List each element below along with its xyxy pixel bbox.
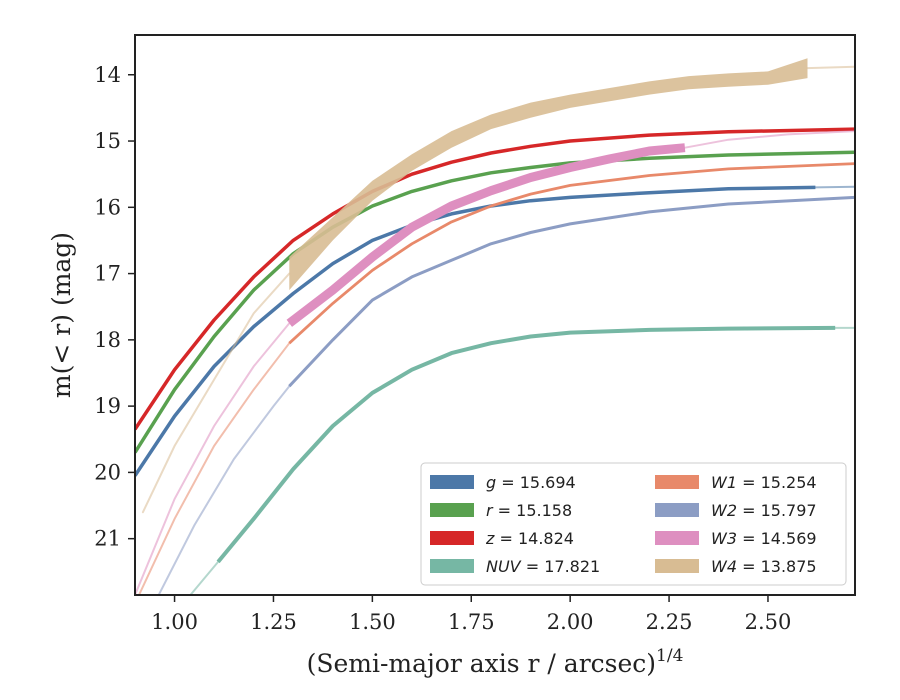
series-r-line — [135, 150, 855, 454]
legend-item-w3: W3 = 14.569 — [655, 529, 817, 548]
y-axis-label: m(< r) (mag) — [47, 232, 76, 398]
legend-total-value: = 15.797 — [737, 501, 817, 520]
x-axis-label: (Semi-major axis r / arcsec)1/4 — [307, 646, 684, 678]
series-w4-band — [289, 58, 808, 291]
x-tick-label: 1.75 — [448, 610, 495, 634]
series-g-line — [135, 185, 816, 477]
series-w4 — [141, 58, 855, 514]
series-w4-extrapolated-line — [806, 65, 855, 70]
series-nuv-line — [216, 325, 836, 564]
series-w1-line — [288, 162, 855, 345]
legend-total-value: = 15.254 — [737, 473, 817, 492]
legend-total-value: = 14.824 — [494, 529, 574, 548]
legend-band-name: W4 — [711, 557, 737, 576]
x-tick-label: 1.00 — [151, 610, 198, 634]
legend-label: r = 15.158 — [486, 501, 572, 520]
plot-area — [135, 58, 855, 595]
legend-label: NUV = 17.821 — [486, 557, 600, 576]
y-tick-label: 14 — [94, 63, 121, 87]
legend-label: z = 14.824 — [485, 529, 574, 548]
x-tick-label: 2.00 — [547, 610, 594, 634]
legend-total-value: = 13.875 — [737, 557, 817, 576]
series-w2-line — [288, 195, 855, 388]
plot-frame — [134, 34, 856, 596]
legend-band-name: W3 — [711, 529, 737, 548]
legend-item-g: g = 15.694 — [430, 473, 576, 492]
legend-band-name: W1 — [711, 473, 737, 492]
legend-swatch — [430, 559, 474, 573]
legend-swatch — [655, 531, 699, 545]
legend-label: W1 = 15.254 — [711, 473, 817, 492]
x-tick-label: 2.50 — [745, 610, 792, 634]
legend-band-name: g — [486, 473, 496, 492]
y-tick-label: 20 — [94, 460, 121, 484]
legend-item-z: z = 14.824 — [430, 529, 574, 548]
series-w2 — [157, 195, 855, 595]
legend-band-name: z — [485, 529, 495, 548]
legend-item-w1: W1 = 15.254 — [655, 473, 817, 492]
y-tick-label: 15 — [94, 129, 121, 153]
legend-item-nuv: NUV = 17.821 — [430, 557, 600, 576]
x-axis-label-exponent: 1/4 — [656, 646, 683, 666]
x-tick-label: 1.50 — [349, 610, 396, 634]
legend-label: W4 = 13.875 — [711, 557, 817, 576]
y-tick-label: 18 — [94, 328, 121, 352]
legend-band-name: NUV — [486, 557, 522, 576]
series-w4-extrapolated-line — [141, 272, 291, 514]
x-tick-label: 1.25 — [250, 610, 297, 634]
series-nuv — [189, 325, 855, 595]
legend-swatch — [430, 531, 474, 545]
y-tick-label: 17 — [94, 262, 121, 286]
legend-swatch — [655, 503, 699, 517]
series-g-extrapolated-line — [814, 185, 855, 189]
legend-total-value: = 15.158 — [493, 501, 573, 520]
legend-swatch — [655, 475, 699, 489]
y-tick-label: 21 — [94, 527, 121, 551]
series-w1 — [138, 162, 855, 595]
legend-swatch — [430, 503, 474, 517]
legend-total-value: = 14.569 — [737, 529, 817, 548]
legend-total-value: = 17.821 — [521, 557, 601, 576]
legend-label: W2 = 15.797 — [711, 501, 817, 520]
x-tick-label: 2.25 — [646, 610, 693, 634]
legend-swatch — [655, 559, 699, 573]
legend-item-w2: W2 = 15.797 — [655, 501, 817, 520]
series-z — [135, 127, 855, 431]
series-w1-extrapolated-line — [138, 342, 291, 595]
legend-item-w4: W4 = 13.875 — [655, 557, 817, 576]
legend-swatch — [430, 475, 474, 489]
legend-box — [420, 462, 847, 586]
legend-total-value: = 15.694 — [496, 473, 576, 492]
series-w2-extrapolated-line — [157, 385, 291, 595]
series-z-line — [135, 127, 855, 431]
series-w3-line — [286, 143, 686, 327]
y-tick-label: 16 — [94, 195, 121, 219]
series-nuv-extrapolated-line — [189, 560, 220, 595]
legend-label: g = 15.694 — [486, 473, 576, 492]
legend-band-name: r — [486, 501, 494, 520]
series-w3-extrapolated-line — [683, 130, 855, 149]
legend-band-name: W2 — [711, 501, 737, 520]
series-w3 — [135, 130, 855, 595]
y-tick-label: 19 — [94, 394, 121, 418]
axis-ticks: 1.00 1.25 1.50 1.75 2.00 2.25 2.50 14 15 16 17 18 19… — [94, 63, 791, 634]
series-w3-extrapolated-line — [135, 322, 291, 595]
legend-item-r: r = 15.158 — [430, 501, 572, 520]
series-r — [135, 150, 855, 454]
legend-label: W3 = 14.569 — [711, 529, 817, 548]
